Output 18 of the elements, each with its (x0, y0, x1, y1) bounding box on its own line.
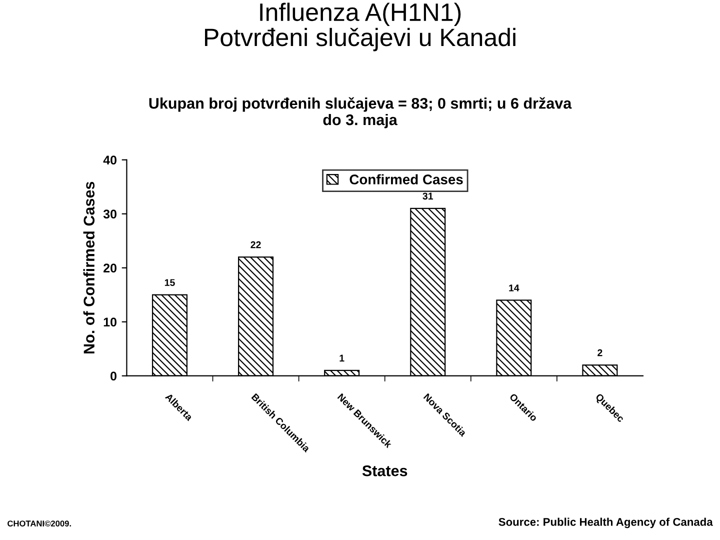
chart-title: Influenza A(H1N1) Potvrđeni slučajevi u Kanadi (205, 2, 516, 52)
y-axis-title: No. of Confirmed Cases (83, 182, 95, 354)
source-note: Source: Public Health Agency of Canada (498, 518, 713, 528)
data-label: 1 (340, 354, 344, 362)
text: CHOTANI©2009. (8, 520, 71, 526)
data-label: 2 (598, 349, 602, 356)
data-label: 22 (250, 241, 261, 248)
y-tick-label: 40 (103, 156, 116, 164)
y-tick-label: 20 (104, 264, 116, 272)
data-label: 14 (509, 284, 520, 292)
legend-label: Confirmed Cases (350, 174, 463, 184)
x-axis-title: States (362, 465, 408, 476)
y-tick-label: 0 (110, 372, 116, 380)
chart-subtitle: Ukupan broj potvrđenih slučajeva = 83; 0 smrti; u 6 država do 3. maja (149, 97, 572, 128)
y-tick-label: 30 (103, 210, 116, 219)
data-label: 31 (422, 192, 433, 200)
data-label: 15 (164, 279, 175, 286)
y-tick-label: 10 (104, 318, 116, 326)
